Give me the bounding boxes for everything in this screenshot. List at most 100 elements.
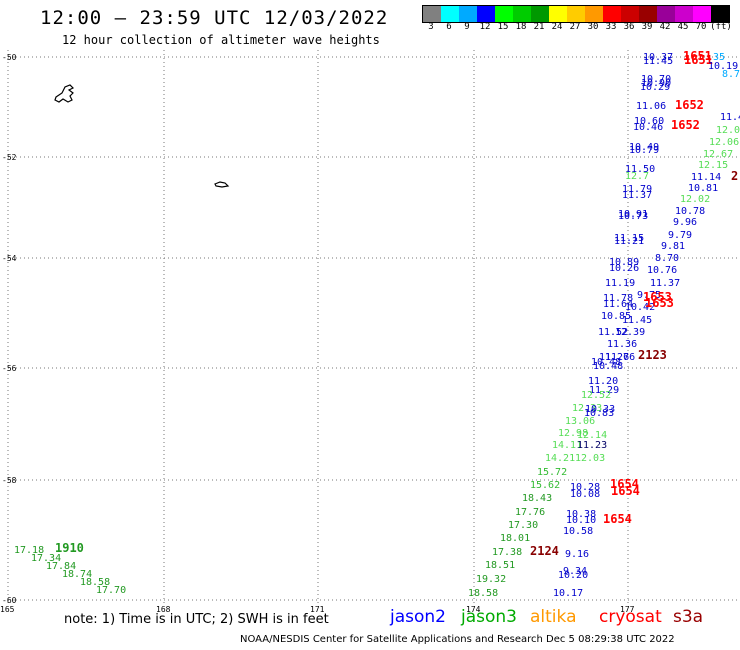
wave-height-value: 19.32 [476,574,506,585]
wave-height-value: 11.45 [622,315,652,326]
wave-height-value: 8.7 [722,69,740,80]
wave-height-value: 10.37 [643,52,673,63]
wave-height-value: 11.52 [598,327,628,338]
wave-height-value: 12.52 [581,390,611,401]
wave-height-value: 15.72 [537,467,567,478]
colorbar-label: 36 [623,22,635,32]
chart-subtitle: 12 hour collection of altimeter wave hei… [62,33,380,47]
pass-time-label: 1651 [684,53,713,67]
colorbar-label: 12 [479,22,491,32]
colorbar-swatch [477,6,495,22]
colorbar-label: 18 [515,22,527,32]
colorbar-label: 21 [533,22,545,32]
wave-height-value: 18.51 [485,560,515,571]
colorbar-label: 39 [641,22,653,32]
wave-height-value: 10.58 [563,526,593,537]
wave-height-value: 17.70 [96,585,126,596]
wave-height-value: 9.16 [565,549,589,560]
wave-height-value: 18.43 [522,493,552,504]
colorbar-label: 45 [677,22,689,32]
wave-height-value: 10.70 [641,74,671,85]
latitude-label: -56 [2,364,17,373]
colorbar-swatch [567,6,585,22]
colorbar [422,5,730,23]
pass-time-label: 2123 [638,348,667,362]
wave-height-value: 9.75 [637,290,661,301]
wave-height-value: 10.83 [584,408,614,419]
wave-height-value: 10.28 [570,482,600,493]
wave-height-value: 17.18 [14,545,44,556]
latitude-label: -58 [2,476,17,485]
wave-height-value: 10.89 [609,257,639,268]
island-shape [214,181,230,188]
pass-time-label: 1654 [610,477,639,491]
wave-height-value: 12.15 [698,160,728,171]
wave-height-value: 11.21 [614,236,644,247]
wave-height-value: 10.60 [634,116,664,127]
wave-height-value: 17.30 [508,520,538,531]
wave-height-value: 18.01 [500,533,530,544]
longitude-label: 168 [156,605,171,614]
wave-height-value: 10.49 [629,142,659,153]
wave-height-value: 10.48 [591,357,621,368]
islands [54,84,230,188]
wave-height-value: 11.45 [643,56,673,67]
wave-height-value: 9.79 [668,230,692,241]
legend-cryosat: cryosat [599,607,662,627]
colorbar-label: 33 [605,22,617,32]
colorbar-swatch [693,6,711,22]
wave-height-value: 10.48 [593,361,623,372]
colorbar-label: 70 [695,22,707,32]
wave-height-value: 11.20 [588,376,618,387]
wave-height-value: 12.7 [625,171,649,182]
colorbar-label: 6 [446,22,452,32]
island-shape [54,84,75,103]
wave-height-value: 17.76 [515,507,545,518]
wave-height-value: 18.58 [468,588,498,599]
pass-time-label: 1651 [683,49,712,63]
wave-height-value: 14.21 [545,453,575,464]
wave-height-value: 17.34 [31,553,61,564]
longitude-label: 174 [466,605,481,614]
wave-height-value: 18.58 [80,577,110,588]
wave-height-value: 9.81 [661,241,685,252]
wave-height-value: 12.02 [680,194,710,205]
colorbar-label: 9 [464,22,470,32]
chart-title: 12:00 — 23:59 UTC 12/03/2022 [40,7,389,29]
colorbar-swatch [585,6,603,22]
wave-height-value: 10.42 [625,302,655,313]
wave-height-value: 10.33 [585,404,615,415]
wave-height-value: 11.26 [599,352,629,363]
colorbar-swatch [639,6,657,22]
wave-height-value: 8.70 [655,253,679,264]
latitude-label: -50 [2,53,17,62]
colorbar-swatch [657,6,675,22]
credit-footer: NOAA/NESDIS Center for Satellite Applica… [240,634,675,645]
wave-height-value: 11.29 [589,385,619,396]
wave-height-value: 11.76 [605,352,635,363]
wave-height-value: 12.06 [709,137,739,148]
wave-height-value: 17.84 [46,561,76,572]
pass-time-label: 1652 [675,98,704,112]
wave-height-value: 10.29 [640,82,670,93]
wave-height-value: 12.09 [716,125,740,136]
colorbar-label: 42 [659,22,671,32]
wave-height-value: 15.62 [530,480,560,491]
latitude-label: -54 [2,254,17,263]
wave-height-value: 10.76 [647,265,677,276]
wave-height-value: 10.08 [570,489,600,500]
colorbar-swatch [531,6,549,22]
colorbar-swatch [513,6,531,22]
wave-height-value: 11.79 [622,184,652,195]
wave-height-value: 10.19 [708,61,738,72]
wave-height-value: 11.4 [720,112,740,123]
legend-altika: altika [530,607,577,627]
wave-height-value: 11.23 [577,440,607,451]
longitude-label: 177 [620,605,635,614]
colorbar-swatch [549,6,567,22]
longitude-label: 165 [0,605,15,614]
pass-time-label: 1654 [611,484,640,498]
colorbar-swatch [711,6,729,22]
